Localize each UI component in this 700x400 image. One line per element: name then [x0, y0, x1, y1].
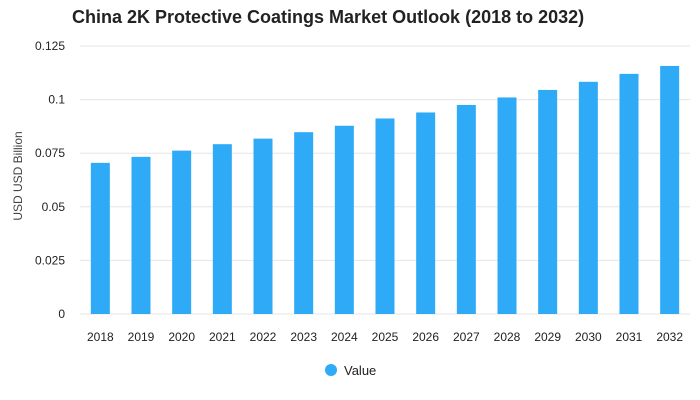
bar-2020[interactable]: [172, 150, 192, 314]
x-tick-label-2032: 2032: [656, 330, 683, 344]
bar-2022[interactable]: [253, 138, 273, 314]
x-tick-label-2018: 2018: [87, 330, 114, 344]
bar-2027[interactable]: [456, 104, 476, 315]
bar-2024[interactable]: [334, 125, 354, 314]
bar-2032[interactable]: [660, 65, 680, 314]
x-tick-label-2024: 2024: [331, 330, 358, 344]
legend-label-value: Value: [344, 363, 376, 378]
y-tick-label: 0.1: [48, 93, 65, 107]
x-tick-label-2031: 2031: [616, 330, 643, 344]
x-tick-label-2020: 2020: [168, 330, 195, 344]
x-tick-label-2025: 2025: [372, 330, 399, 344]
x-tick-label-2022: 2022: [250, 330, 277, 344]
x-axis-ticks: 2018 2019 2020 2021 2022 2023 2024 2025 2026 2027…: [87, 330, 683, 344]
y-tick-label: 0.025: [35, 253, 65, 267]
x-tick-label-2023: 2023: [290, 330, 317, 344]
y-tick-label: 0.075: [35, 146, 65, 160]
bar-2028[interactable]: [497, 97, 517, 315]
bar-2026[interactable]: [416, 112, 436, 315]
y-axis-ticks: 0 0.025 0.05 0.075 0.1 0.125: [35, 39, 65, 321]
bar-2018[interactable]: [90, 162, 110, 314]
x-tick-label-2027: 2027: [453, 330, 480, 344]
y-tick-label: 0.125: [35, 39, 65, 53]
bar-2029[interactable]: [538, 89, 558, 315]
x-tick-label-2029: 2029: [534, 330, 561, 344]
bar-2023[interactable]: [294, 132, 314, 314]
x-tick-label-2028: 2028: [494, 330, 521, 344]
bar-series: [90, 65, 680, 315]
x-tick-label-2021: 2021: [209, 330, 236, 344]
bar-2019[interactable]: [131, 156, 151, 314]
x-tick-label-2030: 2030: [575, 330, 602, 344]
x-tick-label-2026: 2026: [412, 330, 439, 344]
y-tick-label: 0: [58, 307, 65, 321]
legend-marker-value: [325, 364, 337, 376]
bar-2025[interactable]: [375, 118, 395, 315]
y-tick-label: 0.05: [42, 200, 66, 214]
bar-2030[interactable]: [578, 81, 598, 314]
bar-2021[interactable]: [212, 144, 232, 314]
y-axis-label: USD USD Billion: [11, 131, 25, 220]
legend[interactable]: Value: [325, 363, 376, 378]
chart-title: China 2K Protective Coatings Market Outl…: [72, 7, 585, 27]
x-tick-label-2019: 2019: [128, 330, 155, 344]
bar-2031[interactable]: [619, 73, 639, 314]
